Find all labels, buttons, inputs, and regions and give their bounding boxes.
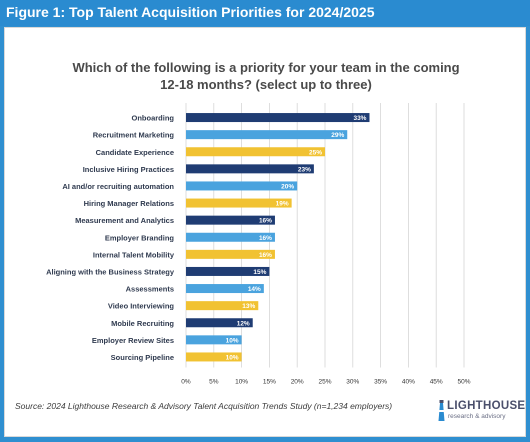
category-label: Mobile Recruiting [111,319,174,328]
figure-title: Figure 1: Top Talent Acquisition Priorit… [6,4,375,20]
chart-title-line-2: 12-18 months? (select up to three) [160,77,372,92]
bar-value-label: 13% [242,303,255,310]
bar [186,318,253,328]
category-label: AI and/or recruiting automation [62,182,174,191]
bar [186,181,298,191]
bar-value-label: 23% [298,166,311,173]
category-label: Employer Review Sites [92,336,174,345]
category-label: Sourcing Pipeline [111,353,174,362]
category-labels: Onboarding Recruitment Marketing Candidate… [46,114,175,362]
x-tick-label: 30% [346,379,359,386]
bar [186,335,242,345]
x-tick-label: 5% [209,379,219,386]
category-label: Candidate Experience [96,148,174,157]
bar-value-label: 33% [353,115,366,122]
bar [186,215,275,225]
category-label: Inclusive Hiring Practices [83,165,174,174]
category-label: Hiring Manager Relations [84,199,174,208]
source-note: Source: 2024 Lighthouse Research & Advis… [15,401,393,411]
x-tick-label: 25% [318,379,331,386]
x-tick-label: 10% [235,379,248,386]
bar [186,266,270,276]
bar-value-label: 10% [226,354,239,361]
category-label: Internal Talent Mobility [93,250,175,259]
x-tick-label: 35% [374,379,387,386]
bar-value-label: 20% [281,183,294,190]
gridlines [185,103,465,368]
x-tick-label: 45% [430,379,443,386]
bar-value-label: 25% [309,149,322,156]
bar [186,352,242,362]
bar-value-label: 29% [331,132,344,139]
logo-name: LIGHTHOUSE [447,400,526,412]
bar-value-label: 10% [226,337,239,344]
bar-value-label: 16% [259,218,272,225]
bar [186,130,348,140]
category-label: Aligning with the Business Strategy [46,267,175,276]
bar-value-label: 16% [259,235,272,242]
bar-value-label: 14% [248,286,261,293]
bar [186,249,275,259]
bar [186,301,259,311]
bar-value-label: 16% [259,252,272,259]
lighthouse-logo: LIGHTHOUSE research & advisory [433,398,526,426]
category-label: Assessments [126,285,174,294]
category-label: Onboarding [132,114,175,123]
category-label: Video Interviewing [108,302,175,311]
x-tick-label: 0% [181,379,191,386]
chart-panel: Which of the following is a priority for… [4,27,526,437]
bar [186,164,314,174]
x-tick-label: 40% [402,379,415,386]
bar-value-label: 15% [253,269,266,276]
bar-value-label: 12% [237,320,250,327]
bar [186,113,370,123]
bar [186,147,325,157]
bar-chart: Which of the following is a priority for… [46,60,471,386]
x-tick-label: 15% [263,379,276,386]
category-label: Employer Branding [105,233,175,242]
chart-title-line-1: Which of the following is a priority for… [72,60,459,75]
category-label: Recruitment Marketing [93,131,175,140]
bar [186,198,292,208]
lighthouse-icon [438,400,445,421]
bar [186,284,264,294]
x-tick-label: 50% [457,379,470,386]
bars: 33% 29% 25% 23% 20% 19% 16% 16% 16% 15% 14% 13% 12% 1… [186,113,370,362]
category-label: Measurement and Analytics [75,216,174,225]
bar-value-label: 19% [276,201,289,208]
figure-header: Figure 1: Top Talent Acquisition Priorit… [0,0,530,26]
bar [186,232,275,242]
logo-tagline: research & advisory [448,413,506,420]
x-tick-label: 20% [291,379,304,386]
x-axis-ticks: 0% 5% 10% 15% 20% 25% 30% 35% 40% 45% 50% [181,379,470,386]
